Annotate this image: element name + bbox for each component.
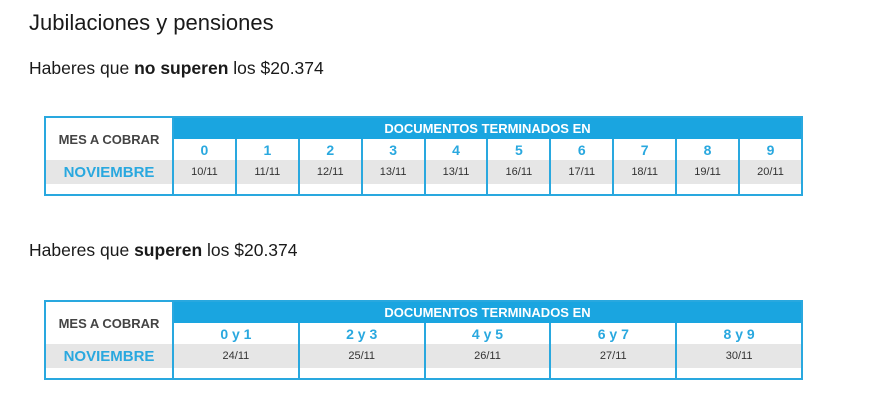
documentos-header: DOCUMENTOS TERMINADOS EN xyxy=(173,301,802,324)
digit-cell: 2 xyxy=(298,139,363,160)
digit-cell: 8 xyxy=(676,139,741,160)
digit-cell: 1 xyxy=(235,139,300,160)
digit-cell: 4 xyxy=(424,139,489,160)
section1-subtitle-bold: no superen xyxy=(134,58,229,78)
date-cell: 12/11 xyxy=(298,160,363,184)
section2-subtitle-bold: superen xyxy=(134,240,203,260)
section1-subtitle: Haberes que no superen los $20.374 xyxy=(29,58,324,79)
section1-subtitle-post: los $20.374 xyxy=(228,58,324,78)
date-row: NOVIEMBRE 24/11 25/11 26/11 27/11 30/11 xyxy=(45,344,802,368)
digit-pair-cell: 8 y 9 xyxy=(676,323,802,344)
date-cell: 16/11 xyxy=(487,160,552,184)
date-cell: 13/11 xyxy=(361,160,426,184)
digit-pair-cell: 6 y 7 xyxy=(550,323,678,344)
digit-pair-cell: 2 y 3 xyxy=(298,323,426,344)
date-cell: 25/11 xyxy=(298,344,426,368)
digit-cell: 9 xyxy=(739,139,802,160)
page-title: Jubilaciones y pensiones xyxy=(29,10,274,35)
digit-pair-cell: 0 y 1 xyxy=(173,323,300,344)
digit-cell: 0 xyxy=(173,139,237,160)
schedule-table-2: MES A COBRAR DOCUMENTOS TERMINADOS EN 0 … xyxy=(44,300,803,380)
date-cell: 18/11 xyxy=(613,160,678,184)
mes-a-cobrar-label: MES A COBRAR xyxy=(45,117,174,160)
digit-cell: 3 xyxy=(361,139,426,160)
section2-subtitle: Haberes que superen los $20.374 xyxy=(29,240,298,261)
digit-row: 0 1 2 3 4 5 6 7 8 9 xyxy=(45,139,802,160)
section1-subtitle-pre: Haberes que xyxy=(29,58,135,78)
mes-a-cobrar-label: MES A COBRAR xyxy=(45,301,174,344)
date-cell: 13/11 xyxy=(424,160,489,184)
spacer-row xyxy=(45,368,802,379)
spacer-row xyxy=(45,184,802,195)
date-cell: 19/11 xyxy=(676,160,741,184)
date-cell: 27/11 xyxy=(550,344,678,368)
date-cell: 24/11 xyxy=(173,344,300,368)
date-cell: 11/11 xyxy=(235,160,300,184)
section2-subtitle-pre: Haberes que xyxy=(29,240,135,260)
schedule-table-1: MES A COBRAR DOCUMENTOS TERMINADOS EN 0 … xyxy=(44,116,803,196)
date-row: NOVIEMBRE 10/11 11/11 12/11 13/11 13/11 … xyxy=(45,160,802,184)
date-cell: 17/11 xyxy=(550,160,615,184)
date-cell: 26/11 xyxy=(424,344,552,368)
date-cell: 20/11 xyxy=(739,160,802,184)
documentos-header: DOCUMENTOS TERMINADOS EN xyxy=(173,117,802,140)
month-label: NOVIEMBRE xyxy=(45,160,174,184)
section2-subtitle-post: los $20.374 xyxy=(202,240,298,260)
digit-pair-cell: 4 y 5 xyxy=(424,323,552,344)
date-cell: 10/11 xyxy=(173,160,237,184)
digit-row: 0 y 1 2 y 3 4 y 5 6 y 7 8 y 9 xyxy=(45,323,802,344)
date-cell: 30/11 xyxy=(676,344,802,368)
digit-cell: 7 xyxy=(613,139,678,160)
digit-cell: 5 xyxy=(487,139,552,160)
month-label: NOVIEMBRE xyxy=(45,344,174,368)
digit-cell: 6 xyxy=(550,139,615,160)
